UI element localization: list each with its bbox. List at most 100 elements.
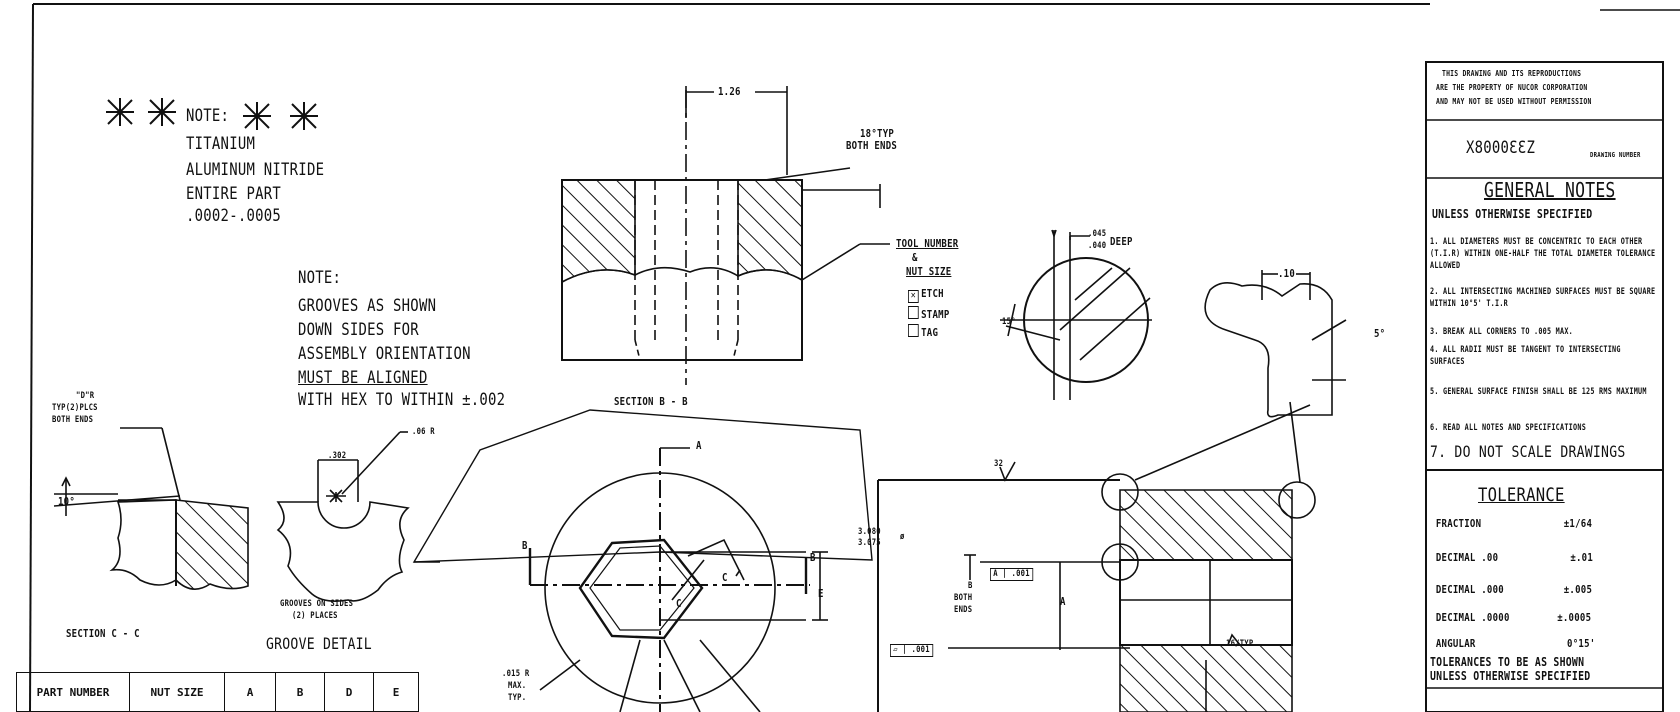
tolerance-label: ANGULAR bbox=[1435, 637, 1476, 650]
drawing-number-label: DRAWING NUMBER bbox=[1590, 151, 1641, 159]
groove-detail-label: GROOVE DETAIL bbox=[266, 634, 372, 653]
groove-note-line: WITH HEX TO WITHIN ±.002 bbox=[298, 390, 506, 410]
general-note-1: 1. ALL DIAMETERS MUST BE CONCENTRIC TO E… bbox=[1430, 237, 1656, 271]
flatness-value: .001 bbox=[911, 645, 930, 655]
checkbox-icon bbox=[908, 324, 919, 337]
corner-radius-note: .015 R bbox=[502, 669, 530, 679]
section-cc-view bbox=[53, 427, 249, 590]
column-header-part-number: PART NUMBER bbox=[16, 672, 130, 712]
tolerance-footer: TOLERANCES TO BE AS SHOWN bbox=[1430, 655, 1585, 669]
coating-note-line: ENTIRE PART bbox=[186, 184, 282, 204]
depth-dim-bottom: .040 bbox=[1088, 241, 1107, 251]
groove-note: GROOVES ON SIDES bbox=[280, 599, 354, 609]
concentricity-frame: A | .001 bbox=[990, 568, 1033, 581]
etch-label: ETCH bbox=[921, 287, 944, 300]
general-note-6: 6. READ ALL NOTES AND SPECIFICATIONS bbox=[1430, 423, 1587, 433]
lug-detail-view bbox=[1204, 270, 1347, 418]
radius-sub-label: TYP(2)PLCS bbox=[52, 403, 98, 413]
checkbox-icon bbox=[908, 306, 919, 319]
tool-number-label: TOOL NUMBER bbox=[896, 237, 959, 250]
tolerance-label: DECIMAL .000 bbox=[1435, 583, 1504, 596]
asterisk-icon bbox=[106, 98, 318, 130]
column-header-b: B bbox=[275, 672, 325, 712]
tolerance-value: ±.005 bbox=[1563, 583, 1593, 596]
general-note-3: 3. BREAK ALL CORNERS TO .005 MAX. bbox=[1430, 327, 1574, 337]
section-c-label: C bbox=[722, 571, 728, 584]
section-cc-label: SECTION C - C bbox=[66, 627, 140, 640]
tolerance-label: DECIMAL .00 bbox=[1435, 551, 1499, 564]
section-cc-angle: 10° bbox=[58, 495, 76, 508]
drawing-number: X8000ƐƐΖ bbox=[1466, 138, 1536, 158]
both-ends-label: B bbox=[968, 581, 973, 591]
both-ends-label: ENDS bbox=[954, 605, 973, 615]
diameter-dim-top: 3.080 bbox=[858, 527, 881, 537]
surface-finish-label: 32 bbox=[994, 459, 1004, 469]
part-number-table: PART NUMBER NUT SIZE A B D E bbox=[16, 672, 419, 712]
tolerance-footer: UNLESS OTHERWISE SPECIFIED bbox=[1430, 669, 1591, 683]
title-block-frame bbox=[1425, 9, 1680, 712]
lug-angle-label: 5° bbox=[1374, 327, 1386, 340]
table-header-row: PART NUMBER NUT SIZE A B D E bbox=[16, 672, 419, 712]
chamfer-angle-label: 15° bbox=[1002, 317, 1016, 327]
tol-frame-ref: A bbox=[993, 569, 998, 579]
main-hex-view bbox=[412, 409, 873, 712]
column-header-e: E bbox=[373, 672, 419, 712]
coating-note-title: NOTE: bbox=[186, 106, 230, 126]
property-notice: ARE THE PROPERTY OF NUCOR CORPORATION bbox=[1436, 83, 1588, 92]
nut-size-label: NUT SIZE bbox=[906, 265, 952, 278]
diameter-symbol: ø bbox=[900, 532, 905, 542]
section-b-right-label: B bbox=[810, 551, 816, 564]
unless-specified-label: UNLESS OTHERWISE SPECIFIED bbox=[1432, 207, 1593, 221]
general-note-4: 4. ALL RADII MUST BE TANGENT TO INTERSEC… bbox=[1430, 345, 1621, 367]
tag-checkbox: TAG bbox=[908, 324, 938, 338]
property-notice: AND MAY NOT BE USED WITHOUT PERMISSION bbox=[1436, 97, 1592, 106]
section-bb-label: SECTION B - B bbox=[614, 395, 688, 408]
corner-radius-note: MAX. bbox=[508, 681, 527, 691]
tolerance-value: ±.01 bbox=[1570, 551, 1594, 564]
column-header-nut-size: NUT SIZE bbox=[129, 672, 225, 712]
section-a-label: A bbox=[696, 439, 702, 452]
tolerance-value: ±1/64 bbox=[1563, 517, 1593, 530]
finish-typ-label: 16/TYP bbox=[1226, 639, 1254, 649]
column-header-a: A bbox=[224, 672, 276, 712]
groove-note-line: DOWN SIDES FOR bbox=[298, 320, 419, 340]
groove-width-dim: .302 bbox=[328, 451, 347, 461]
etch-checkbox: ✕ ETCH bbox=[908, 288, 944, 303]
general-notes-title: GENERAL NOTES bbox=[1484, 178, 1616, 202]
general-note-2: 2. ALL INTERSECTING MACHINED SURFACES MU… bbox=[1430, 287, 1656, 309]
coating-note-line: .0002-.0005 bbox=[186, 206, 282, 226]
general-note-5: 5. GENERAL SURFACE FINISH SHALL BE 125 R… bbox=[1430, 387, 1647, 397]
datum-a-label: A bbox=[1060, 595, 1066, 608]
column-header-d: D bbox=[324, 672, 374, 712]
section-c-label: C bbox=[676, 597, 682, 610]
coating-note-line: TITANIUM bbox=[186, 134, 256, 154]
corner-radius-note: TYP. bbox=[508, 693, 527, 703]
tolerance-label: DECIMAL .0000 bbox=[1435, 611, 1510, 624]
lug-dim-label: .10 bbox=[1278, 267, 1296, 280]
tolerance-label: FRACTION bbox=[1435, 517, 1482, 530]
groove-note-line: ASSEMBLY ORIENTATION bbox=[298, 344, 471, 364]
tool-number-amp: & bbox=[912, 251, 918, 264]
checkbox-checked-icon: ✕ bbox=[908, 290, 919, 303]
flatness-frame: ▱ | .001 bbox=[890, 644, 933, 657]
property-notice: THIS DRAWING AND ITS REPRODUCTIONS bbox=[1442, 69, 1582, 78]
both-ends-label: BOTH bbox=[954, 593, 973, 603]
tolerance-value: 0°15' bbox=[1567, 637, 1596, 650]
dim-angle-label: 18°TYP bbox=[860, 127, 895, 140]
tag-label: TAG bbox=[921, 326, 939, 339]
tolerance-title: TOLERANCE bbox=[1478, 484, 1565, 506]
diameter-dim-bottom: 3.075 bbox=[858, 538, 881, 548]
tol-frame-value: .001 bbox=[1011, 569, 1030, 579]
section-bb-view bbox=[561, 86, 890, 385]
groove-detail-view bbox=[276, 431, 410, 602]
groove-radius-dim: .06 R bbox=[412, 427, 435, 437]
dim-e-label: E bbox=[818, 587, 824, 600]
radius-label: "D"R bbox=[76, 391, 95, 401]
coating-note-line: ALUMINUM NITRIDE bbox=[186, 160, 325, 180]
detail-circle-view bbox=[1000, 229, 1152, 400]
dim-width-label: 1.26 bbox=[718, 85, 741, 98]
stamp-checkbox: STAMP bbox=[908, 306, 950, 320]
depth-dim-top: .045 bbox=[1088, 229, 1107, 239]
